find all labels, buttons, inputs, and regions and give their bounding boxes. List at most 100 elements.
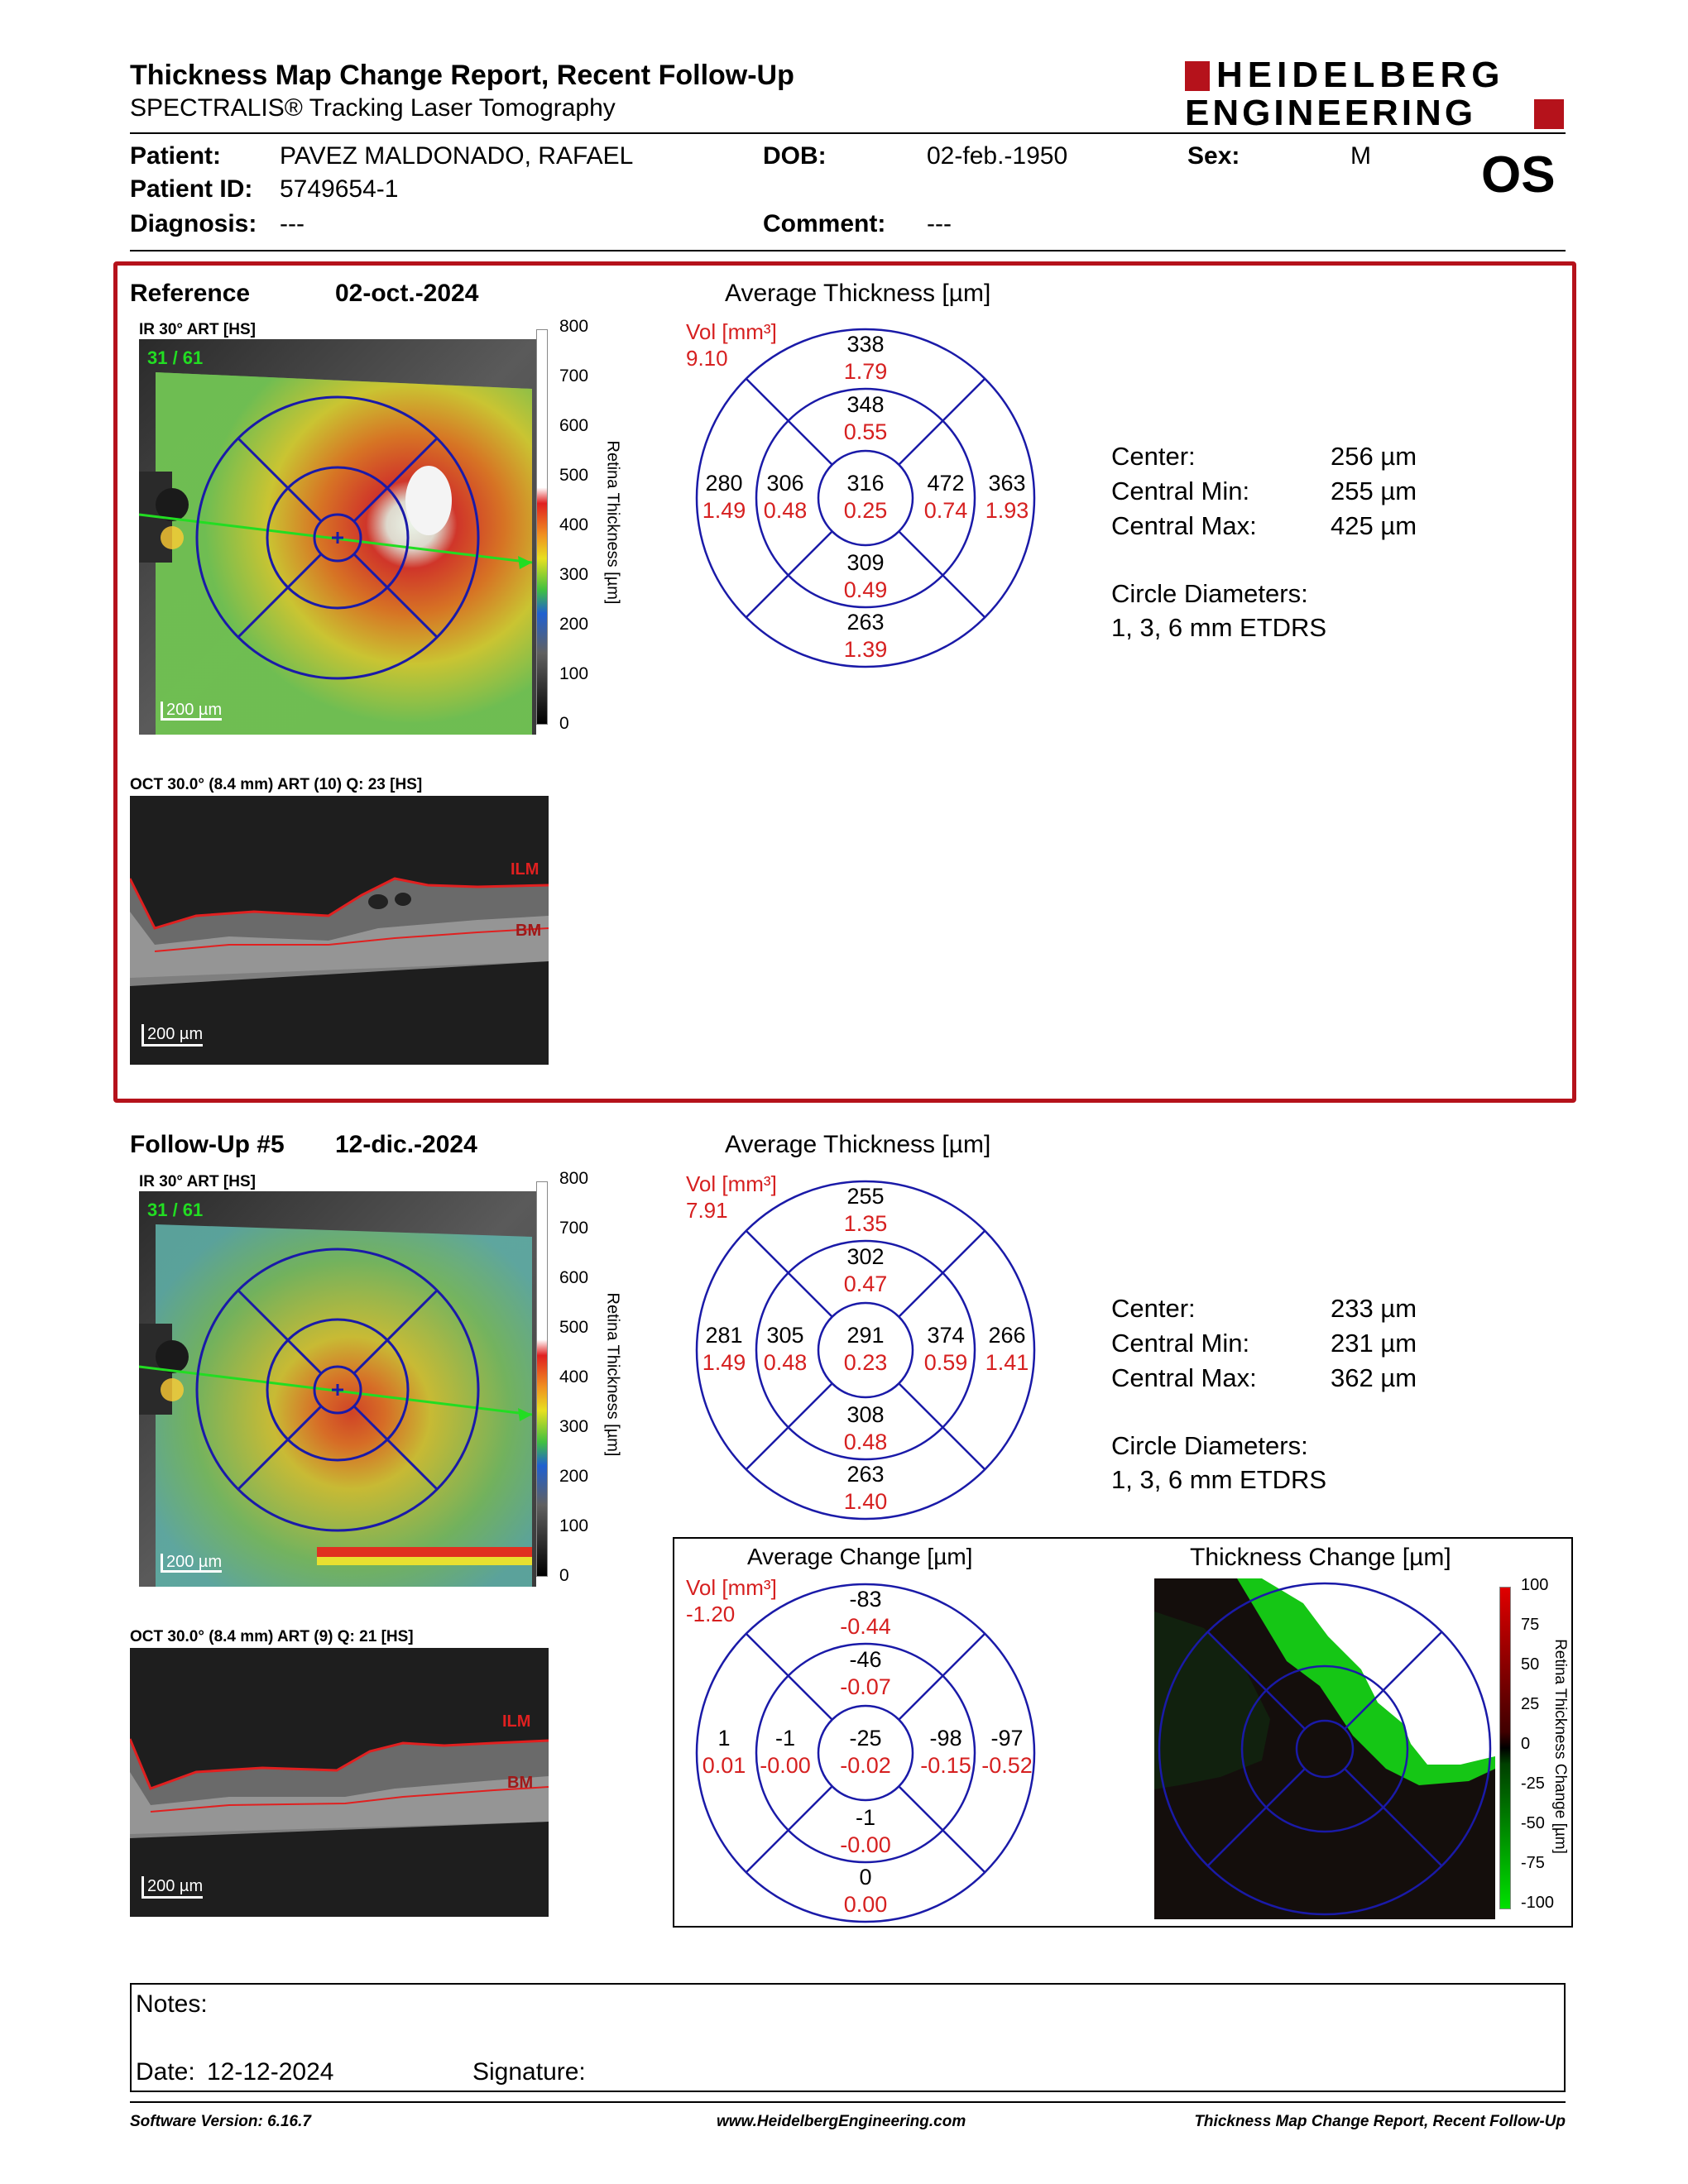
ref-oct-scale: 200 µm [141,1024,204,1046]
reference-date: 02-oct.-2024 [335,280,479,307]
ref-thickness-ticks: 800 700 600 500 400 300 200 100 0 [559,317,589,733]
sex-label: Sex: [1187,142,1240,170]
report-title: Thickness Map Change Report, Recent Foll… [130,60,794,91]
fu-etdrs-ni: 305 0.48 [763,1323,808,1375]
fu-frame-counter: 31 / 61 [147,1200,204,1220]
ref-oct-image: ILM BM 200 µm [130,796,549,1065]
footer-software: Software Version: 6.16.7 [130,2113,311,2130]
ref-bm-label: BM [516,922,542,940]
change-vol-value: -1.20 [686,1602,736,1626]
ref-etdrs-so: 338 1.79 [843,332,888,384]
notes-date: 12-12-2024 [207,2058,334,2086]
fu-oct-label: OCT 30.0° (8.4 mm) ART (9) Q: 21 [HS] [130,1628,414,1645]
dob-value: 02-feb.-1950 [927,142,1068,170]
ref-thickness-colorbar [536,329,548,725]
patient-name: PAVEZ MALDONADO, RAFAEL [280,142,634,170]
ref-center-value: 256 µm [1331,442,1417,471]
ref-max-value: 425 µm [1331,511,1417,540]
reference-frame [113,261,1576,1103]
ref-etdrs-to: 363 1.93 [985,471,1029,523]
ref-etdrs-io: 263 1.39 [843,610,888,662]
ref-frame-counter: 31 / 61 [147,347,204,368]
notes-date-label: Date: [136,2058,195,2086]
fu-bm-label: BM [507,1774,534,1792]
signature-label: Signature: [472,2058,586,2086]
fu-thickness-axis-label: Retina Thickness [µm] [603,1292,622,1457]
fu-vol-label: Vol [mm³] [686,1171,777,1196]
change-map-title: Thickness Change [µm] [1190,1544,1451,1571]
ref-etdrs-ii: 309 0.49 [843,550,888,602]
fu-diam-label: Circle Diameters: [1111,1431,1308,1460]
fu-thickness-ticks: 800 700 600 500 400 300 200 100 0 [559,1169,589,1585]
fu-center-value: 233 µm [1331,1294,1417,1323]
fu-max-label: Central Max: [1111,1363,1257,1392]
comment-value: --- [927,210,952,237]
fu-etdrs-si: 302 0.47 [843,1244,888,1296]
ref-etdrs-si: 348 0.55 [843,392,888,444]
footer-report: Thickness Map Change Report, Recent Foll… [1194,2113,1566,2130]
heidelberg-logo: HEIDELBERG ENGINEERING [1185,55,1566,134]
chg-etdrs-no: 1 0.01 [702,1726,746,1778]
change-ticks: 100 75 50 25 0 -25 -50 -75 -100 [1521,1576,1555,1912]
fu-ir-image: 31 / 61 200 µm [139,1191,536,1587]
notes-label: Notes: [136,1990,208,2018]
ref-vol-value: 9.10 [686,346,728,371]
fu-etdrs-grid: 255 1.35 302 0.47 291 0.23 281 1.49 305 0.48 … [694,1179,1037,1521]
ref-diam-label: Circle Diameters: [1111,579,1308,608]
chg-etdrs-ti: -98 -0.15 [920,1726,971,1778]
fu-oct-scale: 200 µm [141,1876,204,1899]
report-subtitle: SPECTRALIS® Tracking Laser Tomography [130,94,616,122]
fu-ir-label: IR 30° ART [HS] [139,1173,256,1190]
chg-etdrs-center: -25 -0.02 [840,1726,891,1778]
fu-diam-value: 1, 3, 6 mm ETDRS [1111,1465,1327,1494]
fu-max-value: 362 µm [1331,1363,1417,1392]
fu-center-label: Center: [1111,1294,1196,1323]
change-axis-label: Retina Thickness Change [µm] [1551,1639,1569,1854]
ref-etdrs-ti: 472 0.74 [923,471,968,523]
ref-max-label: Central Max: [1111,511,1257,540]
change-box [673,1537,1573,1928]
ref-oct-label: OCT 30.0° (8.4 mm) ART (10) Q: 23 [HS] [130,776,423,793]
logo-line2: ENGINEERING [1185,93,1477,133]
ref-vol-label: Vol [mm³] [686,319,777,344]
fu-etdrs-io: 263 1.40 [843,1462,888,1514]
diagnosis-value: --- [280,210,305,237]
change-map-image [1154,1578,1495,1919]
logo-line1: HEIDELBERG [1216,55,1505,95]
ref-thickness-axis-label: Retina Thickness [µm] [603,440,622,605]
chg-etdrs-io: 0 0.00 [843,1865,888,1917]
followup-date: 12-dic.-2024 [335,1131,477,1158]
ref-ilm-label: ILM [511,860,539,879]
diagnosis-label: Diagnosis: [130,210,257,237]
chg-etdrs-ii: -1 -0.00 [840,1805,891,1857]
ref-diam-value: 1, 3, 6 mm ETDRS [1111,613,1327,642]
fu-vol-value: 7.91 [686,1198,728,1223]
fu-etdrs-no: 281 1.49 [702,1323,746,1375]
fu-ir-scale: 200 µm [161,1554,223,1573]
fu-avg-title: Average Thickness [µm] [725,1131,991,1158]
fu-etdrs-center: 291 0.23 [843,1323,888,1375]
change-vol-label: Vol [mm³] [686,1575,777,1600]
fu-etdrs-ti: 374 0.59 [923,1323,968,1375]
sex-value: M [1350,142,1371,170]
fu-oct-image: ILM BM 200 µm [130,1648,549,1917]
change-etdrs-grid: -83 -0.44 -46 -0.07 -25 -0.02 1 0.01 -1 -0.00… [694,1582,1037,1924]
ref-ir-scale: 200 µm [161,702,223,721]
fu-thickness-colorbar [536,1181,548,1577]
fu-ilm-label: ILM [502,1712,531,1731]
fu-etdrs-so: 255 1.35 [843,1184,888,1236]
fu-etdrs-ii: 308 0.48 [843,1402,888,1454]
ref-center-label: Center: [1111,442,1196,471]
ref-min-label: Central Min: [1111,477,1250,505]
ref-min-value: 255 µm [1331,477,1417,505]
notes-box [130,1983,1566,2092]
fu-etdrs-to: 266 1.41 [985,1323,1029,1375]
footer-url[interactable]: www.HeidelbergEngineering.com [717,2113,966,2130]
patient-id: 5749654-1 [280,175,399,203]
patient-label: Patient: [130,142,222,170]
chg-etdrs-si: -46 -0.07 [840,1647,891,1699]
followup-label: Follow-Up #5 [130,1131,285,1158]
chg-etdrs-ni: -1 -0.00 [760,1726,811,1778]
ref-ir-image: 31 / 61 200 µm [139,339,536,735]
ref-etdrs-grid: 338 1.79 348 0.55 316 0.25 280 1.49 306 0.48 … [694,327,1037,669]
